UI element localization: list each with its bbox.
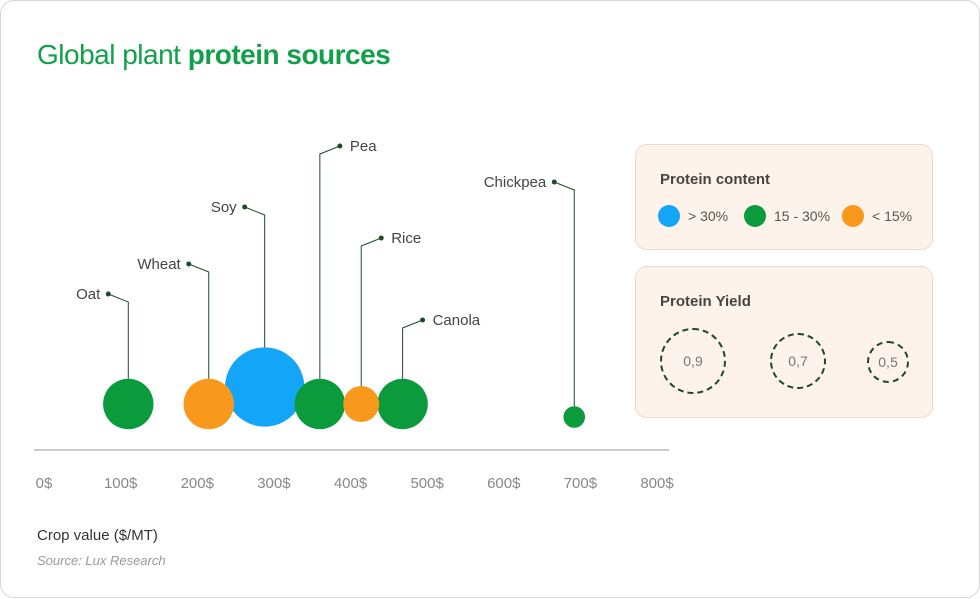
point-label-pea: Pea bbox=[350, 138, 377, 155]
legend-label: < 15% bbox=[872, 208, 913, 224]
legend-title: Protein Yield bbox=[660, 293, 751, 310]
x-tick-label: 300$ bbox=[257, 475, 291, 492]
yield-size-small: 0,5 bbox=[867, 341, 909, 383]
leader-dot-canola bbox=[420, 317, 426, 323]
yield-size-medium: 0,7 bbox=[770, 333, 826, 389]
legend-item-mid: 15 - 30% bbox=[744, 205, 830, 227]
x-tick-label: 400$ bbox=[334, 475, 368, 492]
leader-dot-oat bbox=[105, 291, 111, 297]
legend-dot-high bbox=[658, 205, 680, 227]
x-tick-label: 600$ bbox=[487, 475, 521, 492]
x-tick-label: 0$ bbox=[36, 475, 53, 492]
bubble-chickpea bbox=[563, 406, 586, 428]
protein-content-legend: Protein content > 30% 15 - 30% < 15% bbox=[635, 144, 933, 250]
leader-dot-wheat bbox=[186, 261, 192, 267]
point-label-rice: Rice bbox=[391, 230, 421, 247]
x-tick-label: 700$ bbox=[564, 475, 598, 492]
x-tick-label: 200$ bbox=[181, 475, 215, 492]
leader-line-soy bbox=[244, 206, 266, 348]
x-tick-label: 100$ bbox=[104, 475, 138, 492]
legend-dot-low bbox=[842, 205, 864, 227]
source-note: Source: Lux Research bbox=[37, 553, 166, 568]
protein-yield-legend: Protein Yield 0,9 0,7 0,5 bbox=[635, 266, 933, 418]
bubble-wheat bbox=[183, 378, 234, 430]
point-label-canola: Canola bbox=[433, 312, 481, 329]
bubble-canola bbox=[377, 378, 428, 430]
leader-line-wheat bbox=[188, 263, 210, 379]
x-axis-label: Crop value ($/MT) bbox=[37, 527, 158, 544]
bubble-oat bbox=[103, 378, 154, 430]
legend-label: 15 - 30% bbox=[774, 208, 831, 224]
point-label-soy: Soy bbox=[211, 199, 237, 216]
leader-line-oat bbox=[108, 293, 129, 379]
legend-item-low: < 15% bbox=[842, 205, 912, 227]
leader-dot-rice bbox=[378, 235, 384, 241]
leader-line-pea bbox=[319, 145, 341, 379]
leader-line-rice bbox=[360, 237, 382, 386]
leader-dot-pea bbox=[337, 143, 343, 149]
yield-size-large: 0,9 bbox=[660, 328, 726, 394]
point-label-chickpea: Chickpea bbox=[484, 174, 547, 191]
legend-item-high: > 30% bbox=[658, 205, 728, 227]
legend-label: > 30% bbox=[688, 208, 729, 224]
legend-dot-mid bbox=[744, 205, 766, 227]
legend-title: Protein content bbox=[660, 171, 771, 188]
bubble-pea bbox=[294, 378, 346, 430]
point-label-wheat: Wheat bbox=[137, 256, 181, 273]
leader-dot-chickpea bbox=[551, 179, 557, 185]
leader-dot-soy bbox=[242, 204, 248, 210]
bubble-soy bbox=[225, 347, 305, 427]
x-tick-label: 500$ bbox=[410, 475, 444, 492]
x-tick-label: 800$ bbox=[640, 475, 674, 492]
point-label-oat: Oat bbox=[76, 286, 101, 303]
chart-title: Global plant protein sources bbox=[37, 39, 391, 70]
leader-line-chickpea bbox=[554, 181, 575, 407]
leader-line-canola bbox=[402, 319, 423, 379]
bubble-rice bbox=[343, 386, 380, 422]
